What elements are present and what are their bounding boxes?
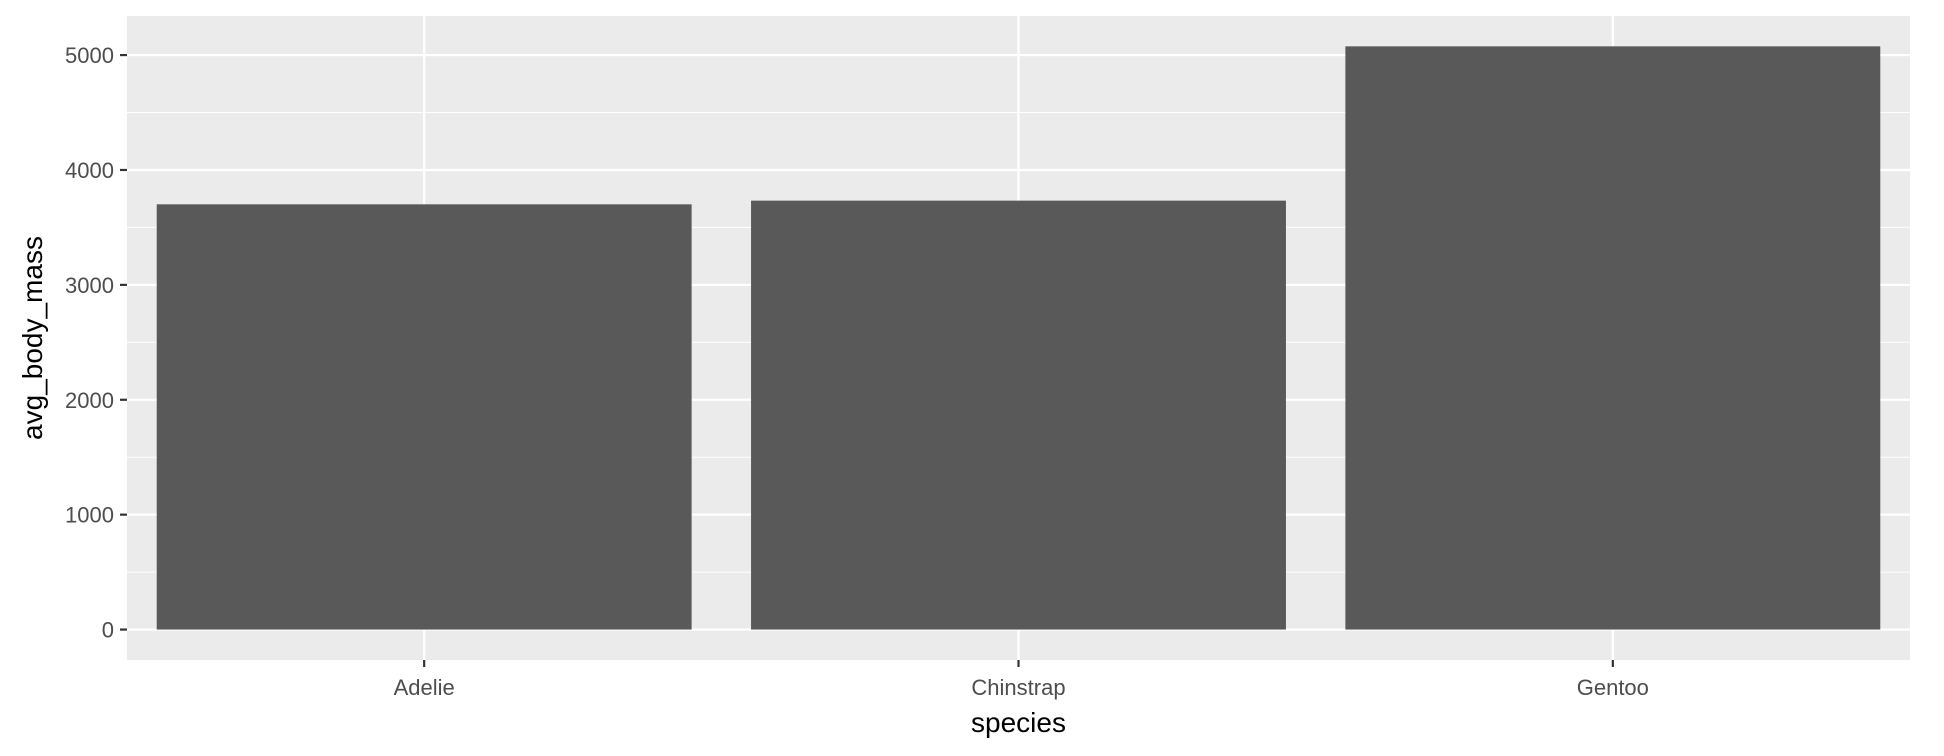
y-tick-label: 3000 — [65, 273, 114, 298]
bar-adelie — [156, 204, 692, 630]
x-tick-label: Adelie — [394, 675, 455, 700]
x-axis: Adelie Chinstrap Gentoo — [394, 660, 1649, 700]
y-axis-title: avg_body_mass — [17, 236, 48, 440]
y-tick-label: 5000 — [65, 43, 114, 68]
y-tick-label: 2000 — [65, 388, 114, 413]
x-tick-label: Gentoo — [1577, 675, 1649, 700]
bars — [156, 46, 1881, 630]
y-tick-label: 1000 — [65, 503, 114, 528]
x-axis-title: species — [971, 707, 1066, 738]
y-tick-label: 4000 — [65, 158, 114, 183]
bar-chinstrap — [751, 200, 1286, 630]
y-axis: 0 1000 2000 3000 4000 5000 — [65, 43, 127, 643]
x-tick-label: Chinstrap — [971, 675, 1065, 700]
y-tick-label: 0 — [102, 618, 114, 643]
bar-gentoo — [1345, 46, 1881, 630]
